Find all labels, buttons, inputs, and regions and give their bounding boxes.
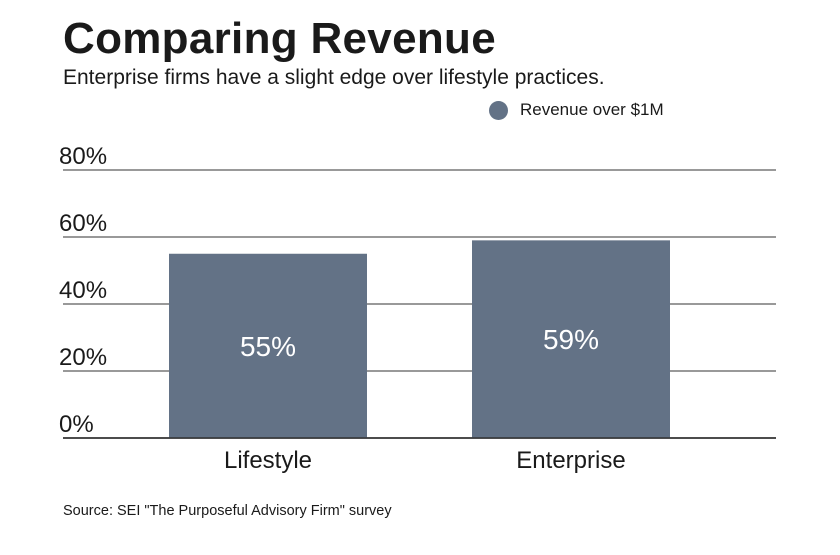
bar-enterprise xyxy=(472,240,670,438)
data-label-lifestyle: 55% xyxy=(240,331,296,362)
y-tick-label-40: 40% xyxy=(59,277,107,304)
legend: Revenue over $1M xyxy=(489,100,664,120)
legend-swatch-revenue xyxy=(489,100,508,120)
y-tick-label-0: 0% xyxy=(59,411,94,438)
x-category-label-enterprise: Enterprise xyxy=(516,447,625,474)
bar-lifestyle xyxy=(169,253,367,438)
legend-label-revenue: Revenue over $1M xyxy=(520,100,664,119)
x-category-label-lifestyle: Lifestyle xyxy=(224,447,312,474)
y-tick-label-20: 20% xyxy=(59,344,107,371)
chart-subtitle: Enterprise firms have a slight edge over… xyxy=(63,66,605,89)
y-tick-label-60: 60% xyxy=(59,210,107,237)
data-label-enterprise: 59% xyxy=(543,324,599,355)
chart-title: Comparing Revenue xyxy=(63,14,496,63)
source-note: Source: SEI "The Purposeful Advisory Fir… xyxy=(63,503,392,519)
y-tick-label-80: 80% xyxy=(59,143,107,170)
